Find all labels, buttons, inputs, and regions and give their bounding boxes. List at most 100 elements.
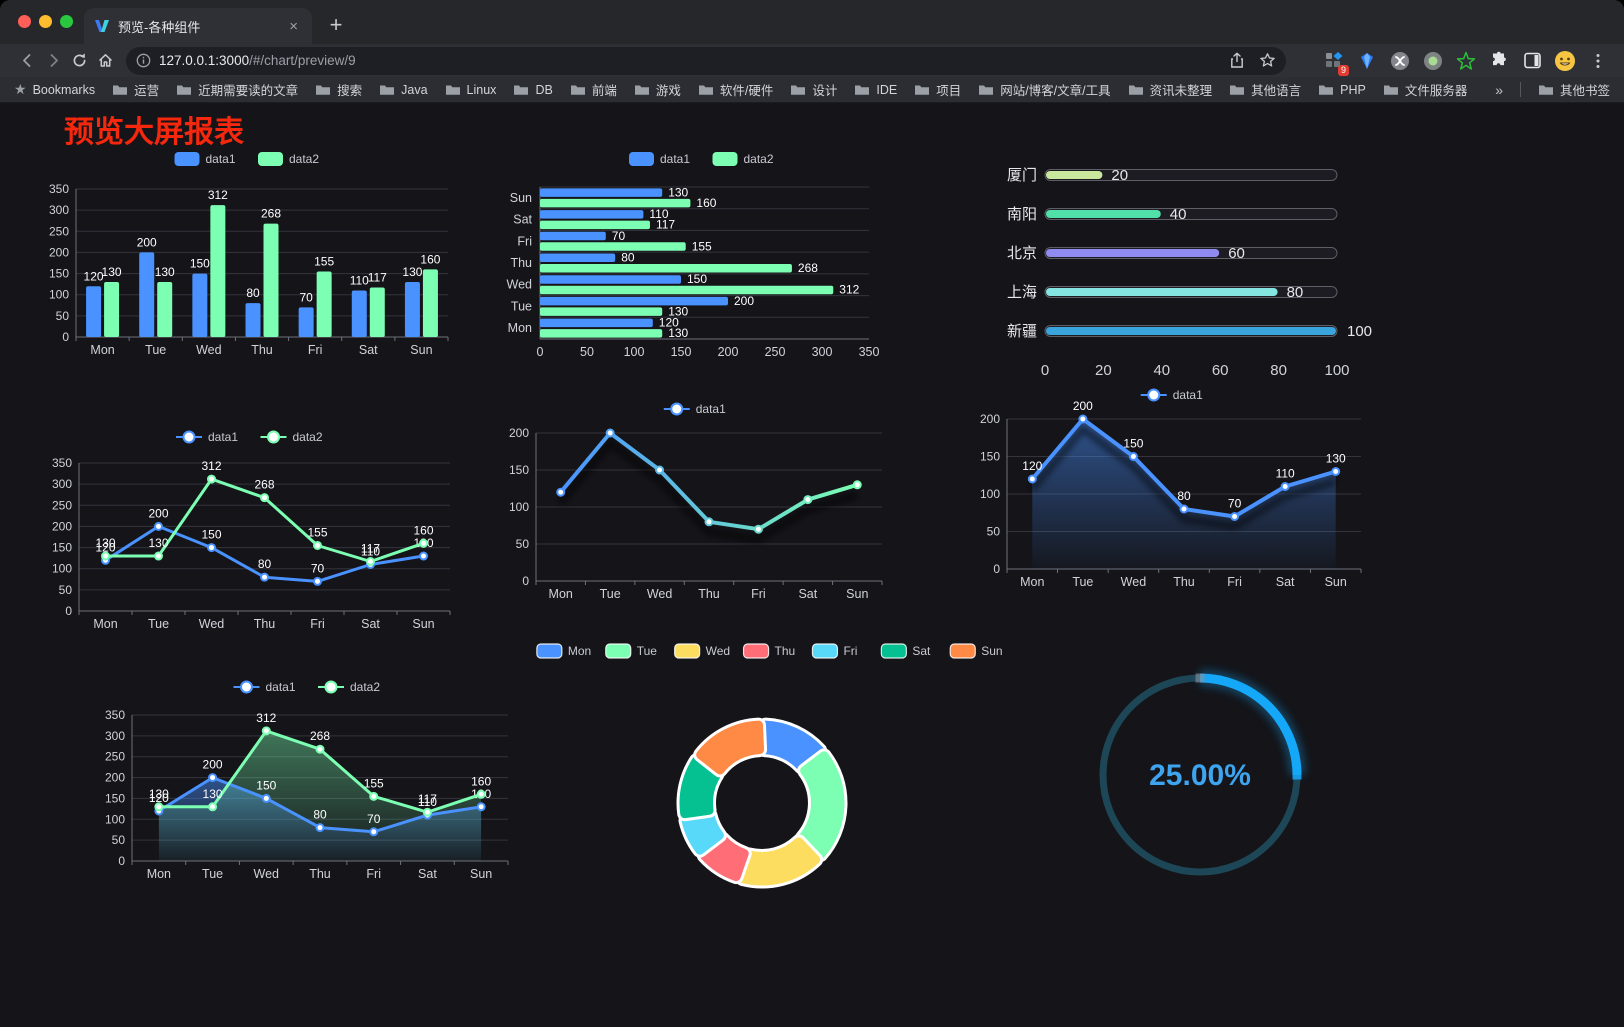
bookmark-item[interactable]: 项目: [914, 80, 961, 99]
forward-button[interactable]: [40, 48, 66, 74]
reload-button[interactable]: [66, 48, 92, 74]
bookmark-item[interactable]: 网站/博客/文章/工具: [978, 80, 1111, 99]
extension-knot-icon[interactable]: [1388, 49, 1412, 73]
folder-icon: [1318, 83, 1334, 96]
extension-gem-icon[interactable]: [1355, 49, 1379, 73]
svg-text:80: 80: [246, 286, 260, 300]
extension-grid-icon[interactable]: 9: [1322, 49, 1349, 76]
bookmark-item[interactable]: 文件服务器: [1383, 80, 1467, 99]
tab-close-icon[interactable]: ×: [289, 17, 298, 35]
chart-area-multi[interactable]: 0 50 100 150 200 250 300 350 Mon Tue Wed Thu Fri Sat S…: [100, 673, 520, 891]
svg-text:150: 150: [105, 791, 125, 805]
svg-text:Tue: Tue: [1072, 575, 1093, 589]
svg-text:150: 150: [980, 450, 1000, 464]
bookmark-label: 设计: [812, 84, 838, 98]
other-bookmarks-item[interactable]: 其他书签: [1538, 80, 1610, 99]
svg-text:Sat: Sat: [418, 867, 437, 881]
extensions-puzzle-icon[interactable]: [1487, 49, 1511, 73]
chart-line-multi[interactable]: 0 50 100 150 200 250 300 350 Mon Tue Wed Thu Fri Sat S…: [45, 423, 460, 641]
url-bar[interactable]: 127.0.0.1:3000/#/chart/preview/9: [126, 46, 1286, 75]
minimize-window-button[interactable]: [39, 15, 52, 28]
chart-bar-horizontal[interactable]: 0 50 100 150 200 250 300 350 Mon 120 130 Tue 200 130 W…: [498, 145, 895, 367]
svg-text:Tue: Tue: [600, 587, 621, 601]
chart-bar-vertical[interactable]: 0 50 100 150 200 250 300 350 Mon Tue Wed Thu Fri Sat S…: [40, 145, 460, 363]
bookmark-item[interactable]: PHP: [1318, 83, 1366, 97]
folder-icon: [445, 83, 461, 96]
svg-text:100: 100: [52, 562, 72, 576]
svg-text:268: 268: [254, 478, 274, 492]
svg-text:155: 155: [364, 776, 384, 790]
bookmark-item[interactable]: Java: [379, 82, 428, 97]
sidebar-panel-icon[interactable]: [1520, 49, 1544, 73]
home-button[interactable]: [92, 48, 118, 74]
svg-text:80: 80: [258, 557, 272, 571]
chart-progress-bars[interactable]: 厦门 20 南阳 40 北京 60 上海 80 新疆 100 0 20 40 60 80 100: [995, 153, 1372, 385]
bookmarks-overflow-chevron[interactable]: »: [1495, 81, 1503, 98]
bookmark-item[interactable]: 软件/硬件: [698, 80, 773, 99]
bookmark-item[interactable]: DB: [513, 83, 553, 97]
new-tab-button[interactable]: +: [329, 12, 343, 37]
svg-text:0: 0: [65, 604, 72, 618]
bookmark-label: Linux: [466, 82, 497, 97]
svg-text:Mon: Mon: [147, 867, 171, 881]
svg-text:160: 160: [696, 196, 716, 210]
chart-gauge-svg: 25.00%: [1099, 670, 1305, 876]
svg-text:160: 160: [413, 523, 433, 537]
bookmark-item[interactable]: 近期需要读的文章: [176, 80, 298, 99]
folder-icon: [790, 83, 806, 96]
svg-text:150: 150: [256, 778, 276, 792]
close-window-button[interactable]: [18, 15, 31, 28]
svg-text:117: 117: [418, 792, 437, 806]
bookmark-item[interactable]: 设计: [790, 80, 837, 99]
browser-tab[interactable]: 预览-各种组件 ×: [84, 8, 312, 44]
folder-icon: [854, 83, 870, 96]
bookmark-item[interactable]: Linux: [445, 82, 497, 97]
bookmark-label: Java: [401, 82, 428, 97]
svg-text:155: 155: [314, 254, 334, 268]
bookmark-star-icon[interactable]: [1259, 52, 1276, 69]
bookmarks-bar: ★ Bookmarks 运营 近期需要读的文章 搜索 Java Linux DB 前端 游戏 软…: [0, 77, 1624, 103]
svg-text:Thu: Thu: [775, 644, 796, 658]
svg-text:Wed: Wed: [199, 617, 225, 631]
bookmarks-root-item[interactable]: ★ Bookmarks: [14, 81, 95, 98]
menu-kebab-icon[interactable]: [1586, 49, 1610, 73]
chart-progress-bars-svg: 厦门 20 南阳 40 北京 60 上海 80 新疆 100 0 20 40 60 80 100: [1007, 167, 1372, 379]
svg-text:Wed: Wed: [1121, 575, 1147, 589]
share-icon[interactable]: [1229, 52, 1245, 69]
svg-text:350: 350: [859, 345, 880, 359]
svg-text:250: 250: [49, 224, 69, 238]
site-info-icon[interactable]: [136, 53, 151, 68]
chart-gauge[interactable]: 25.00%: [1090, 665, 1310, 885]
chart-area-single[interactable]: 0 50 100 150 200 Mon Tue Wed Thu Fri Sat Sun 120 200 1…: [975, 383, 1375, 601]
bookmark-item[interactable]: 运营: [112, 80, 159, 99]
profile-avatar[interactable]: [1553, 49, 1577, 73]
svg-text:data1: data1: [1173, 388, 1203, 402]
bookmark-item[interactable]: 其他语言: [1229, 80, 1301, 99]
chart-line-gradient[interactable]: 0 50 100 150 200 Mon Tue Wed Thu Fri Sat Sun data1: [502, 395, 894, 615]
extension-dot-icon[interactable]: [1421, 49, 1445, 73]
svg-text:data2: data2: [350, 680, 380, 694]
bookmark-item[interactable]: 前端: [570, 80, 617, 99]
svg-text:0: 0: [537, 345, 544, 359]
svg-text:Sat: Sat: [359, 343, 378, 357]
extension-star-icon[interactable]: [1454, 49, 1478, 73]
folder-icon: [315, 83, 331, 96]
chart-donut[interactable]: Mon Tue Wed Thu Fri Sat Sun: [536, 641, 1003, 973]
bookmark-label: 网站/博客/文章/工具: [1000, 84, 1111, 98]
bookmark-item[interactable]: 资讯未整理: [1128, 80, 1212, 99]
svg-text:Wed: Wed: [196, 343, 222, 357]
svg-text:200: 200: [718, 345, 739, 359]
zoom-window-button[interactable]: [60, 15, 73, 28]
bookmark-item[interactable]: 游戏: [634, 80, 681, 99]
chart-line-gradient-svg: 0 50 100 150 200 Mon Tue Wed Thu Fri Sat Sun data1: [509, 402, 883, 601]
tab-title: 预览-各种组件: [118, 19, 201, 35]
bookmark-item[interactable]: 搜索: [315, 80, 362, 99]
bookmark-label: IDE: [876, 82, 898, 97]
back-button[interactable]: [14, 48, 40, 74]
bookmark-item[interactable]: IDE: [854, 83, 897, 97]
svg-text:Fri: Fri: [1227, 575, 1242, 589]
svg-text:100: 100: [1324, 362, 1349, 379]
svg-text:130: 130: [95, 536, 115, 550]
svg-text:Sun: Sun: [470, 867, 492, 881]
bookmarks-star-icon: ★: [14, 81, 27, 97]
